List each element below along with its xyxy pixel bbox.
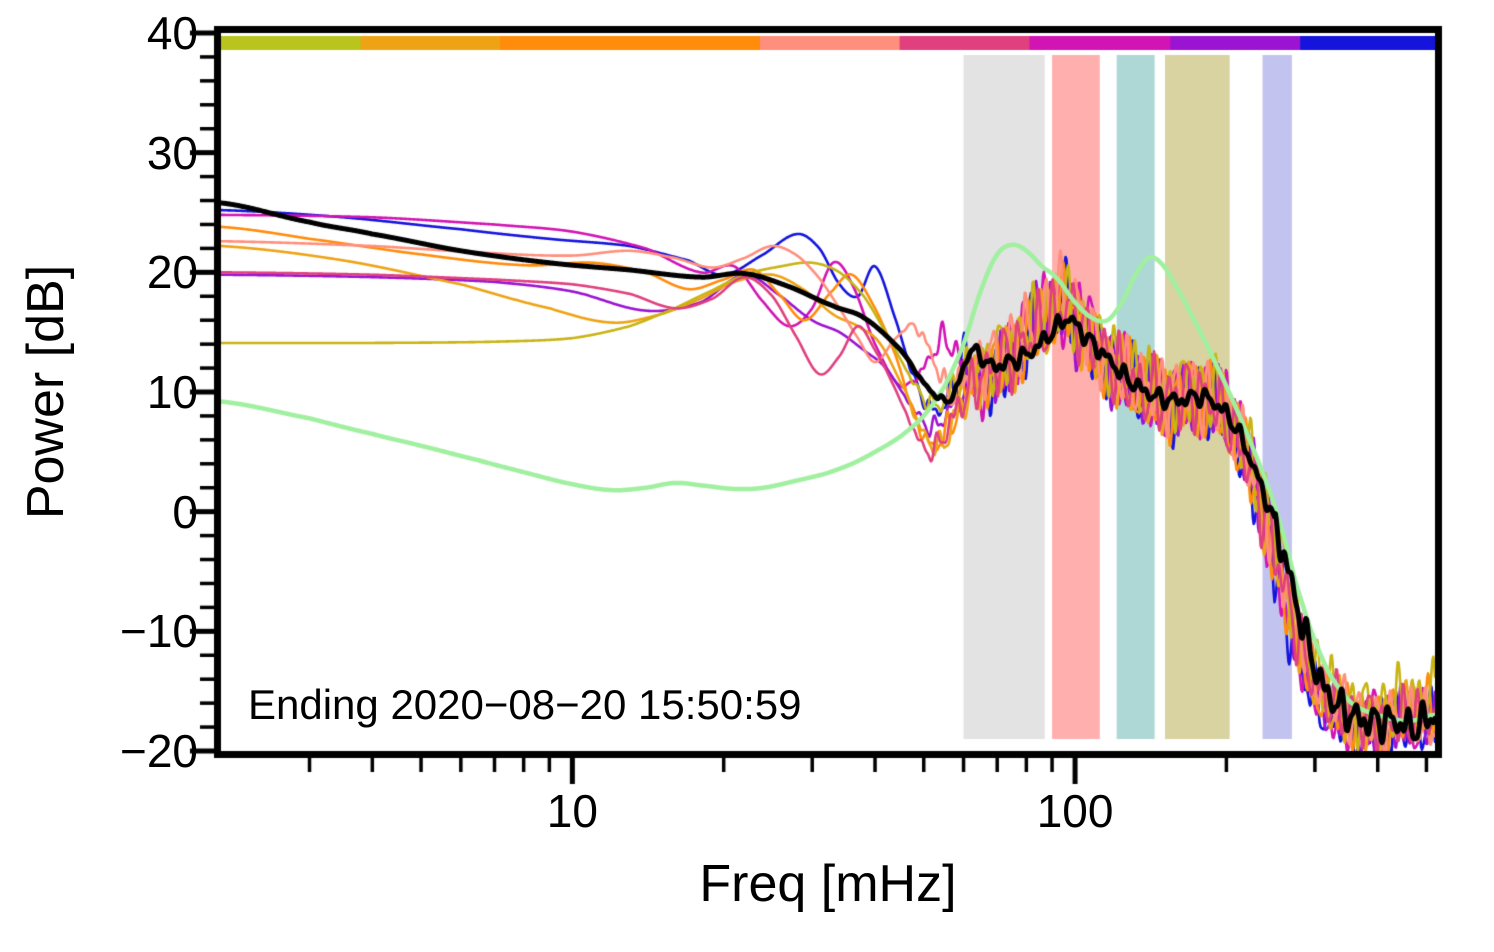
- x-tick-label: 10: [546, 785, 598, 837]
- y-tick-label: 10: [146, 366, 198, 418]
- ending-timestamp-annotation: Ending 2020−08−20 15:50:59: [248, 681, 802, 728]
- y-axis-title: Power [dB]: [17, 264, 75, 520]
- y-tick-label: 20: [146, 246, 198, 299]
- y-tick-label: 30: [146, 126, 198, 179]
- y-tick-label: −10: [119, 605, 198, 658]
- x-tick-label: 100: [1036, 785, 1114, 837]
- x-axis-title: Freq [mHz]: [699, 855, 957, 913]
- y-tick-label: −20: [119, 725, 198, 777]
- y-tick-label: 40: [146, 7, 198, 59]
- y-tick-label: 0: [172, 485, 198, 538]
